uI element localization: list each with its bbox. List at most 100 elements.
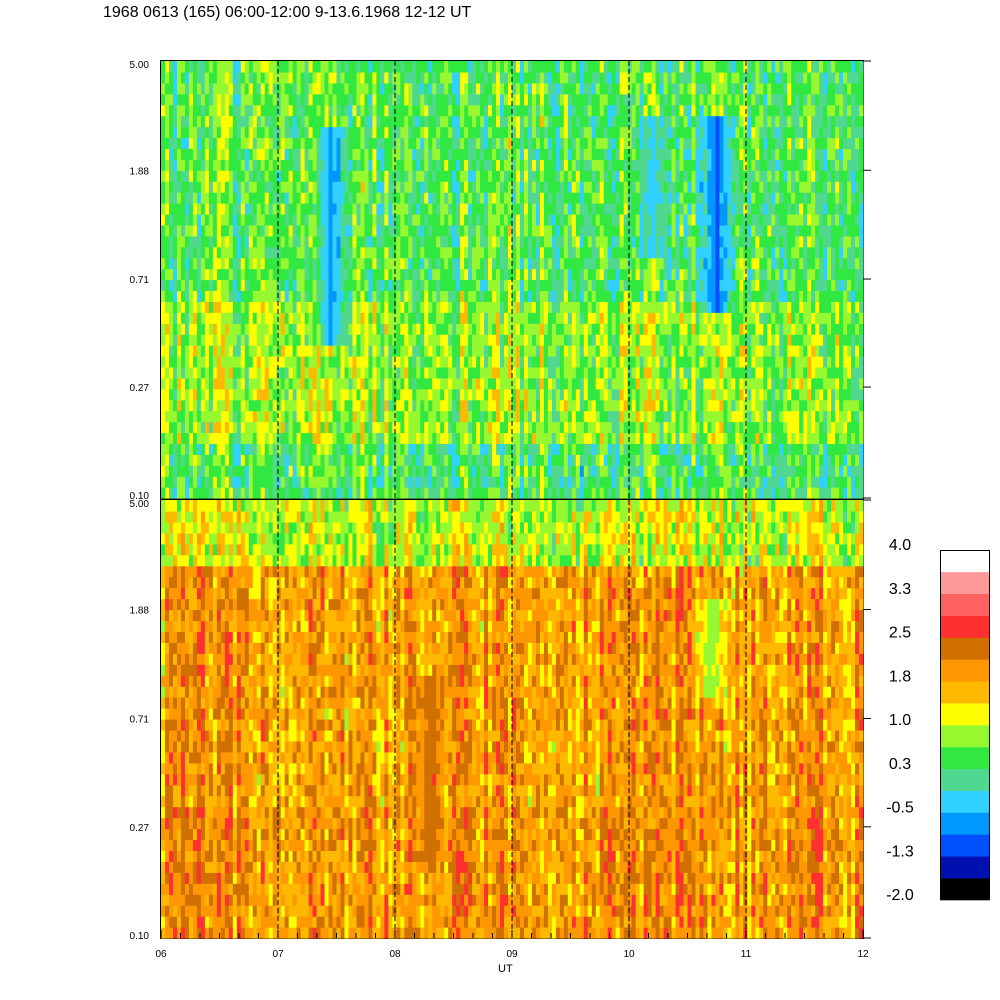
spectrogram-cell [180, 246, 186, 259]
spectrogram-cell [571, 115, 577, 128]
spectrogram-cell [607, 82, 613, 95]
spectrogram-cell [575, 421, 581, 434]
spectrogram-cell [328, 290, 334, 302]
spectrogram-cell [368, 399, 373, 412]
spectrogram-cell [643, 268, 649, 281]
spectrogram-cell [579, 388, 585, 401]
spectrogram-cell [547, 126, 553, 139]
spectrogram-cell [611, 454, 617, 466]
spectrogram-cell [224, 257, 230, 270]
spectrogram-cell [240, 388, 246, 401]
spectrogram-cell [196, 115, 202, 128]
spectrogram-cell [444, 443, 449, 455]
spectrogram-cell [428, 257, 433, 270]
spectrogram-cell [360, 454, 366, 466]
spectrogram-cell [236, 82, 242, 95]
spectrogram-cell [464, 290, 469, 302]
spectrogram-cell [480, 312, 485, 324]
spectrogram-cell [424, 93, 429, 106]
spectrogram-cell [168, 170, 174, 182]
spectrogram-cell [348, 159, 354, 171]
spectrogram-cell [220, 170, 226, 182]
spectrogram-cell [444, 290, 449, 302]
spectrogram-cell [228, 399, 234, 412]
spectrogram-cell [476, 454, 481, 466]
spectrogram-cell [623, 235, 629, 248]
spectrogram-cell [412, 137, 417, 150]
spectrogram-cell [256, 235, 262, 248]
spectrogram-cell [424, 203, 429, 215]
spectrogram-cell [496, 355, 501, 368]
spectrogram-cell [161, 268, 166, 281]
spectrogram-cell [488, 301, 493, 313]
spectrogram-cell [284, 476, 290, 488]
spectrogram-cell [204, 476, 210, 488]
spectrogram-cell [340, 181, 346, 193]
spectrogram-cell [527, 159, 533, 171]
spectrogram-cell [320, 377, 326, 390]
spectrogram-cell [400, 399, 405, 412]
spectrogram-cell [196, 476, 202, 488]
spectrogram-cell [579, 421, 585, 434]
spectrogram-cell [408, 203, 413, 215]
spectrogram-cell [240, 213, 246, 226]
spectrogram-cell [647, 61, 653, 73]
spectrogram-cell [416, 323, 421, 335]
spectrogram-cell [161, 421, 166, 434]
spectrogram-cell [579, 268, 585, 281]
spectrogram-cell [523, 323, 529, 335]
spectrogram-cell [404, 345, 409, 357]
spectrogram-cell [268, 71, 274, 84]
spectrogram-cell [456, 93, 461, 106]
spectrogram-cell [368, 115, 373, 128]
spectrogram-cell [551, 312, 557, 324]
spectrogram-cell [264, 355, 270, 368]
spectrogram-cell [432, 170, 437, 182]
spectrogram-cell [551, 93, 557, 106]
spectrogram-cell [340, 246, 346, 259]
spectrogram-cell [436, 388, 441, 401]
spectrogram-cell [464, 224, 469, 237]
spectrogram-cell [655, 432, 661, 444]
spectrogram-cell [172, 71, 178, 84]
spectrogram-cell [404, 235, 409, 248]
spectrogram-cell [376, 465, 381, 477]
spectrogram-cell [400, 246, 405, 259]
spectrogram-cell [631, 203, 637, 215]
spectrogram-cell [519, 301, 525, 313]
spectrogram-cell [655, 366, 661, 379]
spectrogram-cell [404, 192, 409, 204]
spectrogram-cell [611, 170, 617, 182]
spectrogram-cell [161, 246, 166, 259]
spectrogram-cell [260, 345, 266, 357]
spectrogram-cell [472, 93, 477, 106]
spectrogram-cell [635, 213, 641, 226]
spectrogram-cell [184, 388, 190, 401]
spectrogram-cell [208, 224, 214, 237]
spectrogram-cell [523, 126, 529, 139]
spectrogram-cell [428, 170, 433, 182]
spectrogram-cell [627, 279, 633, 292]
spectrogram-cell [224, 181, 230, 193]
spectrogram-cell [627, 312, 633, 324]
spectrogram-cell [643, 366, 649, 379]
spectrogram-cell [424, 366, 429, 379]
spectrogram-cell [571, 71, 577, 84]
spectrogram-cell [643, 388, 649, 401]
spectrogram-cell [428, 224, 433, 237]
spectrogram-cell [232, 224, 238, 237]
spectrogram-cell [384, 443, 389, 455]
spectrogram-cell [240, 334, 246, 346]
spectrogram-cell [623, 82, 629, 95]
spectrogram-cell [412, 224, 417, 237]
spectrogram-cell [436, 82, 441, 95]
spectrogram-cell [496, 82, 501, 95]
spectrogram-cell [196, 93, 202, 106]
spectrogram-cell [324, 421, 330, 434]
spectrogram-cell [236, 115, 242, 128]
spectrogram-cell [316, 476, 322, 488]
spectrogram-cell [492, 465, 497, 477]
spectrogram-cell [196, 137, 202, 150]
spectrogram-cell [563, 213, 569, 226]
spectrogram-cell [244, 388, 250, 401]
